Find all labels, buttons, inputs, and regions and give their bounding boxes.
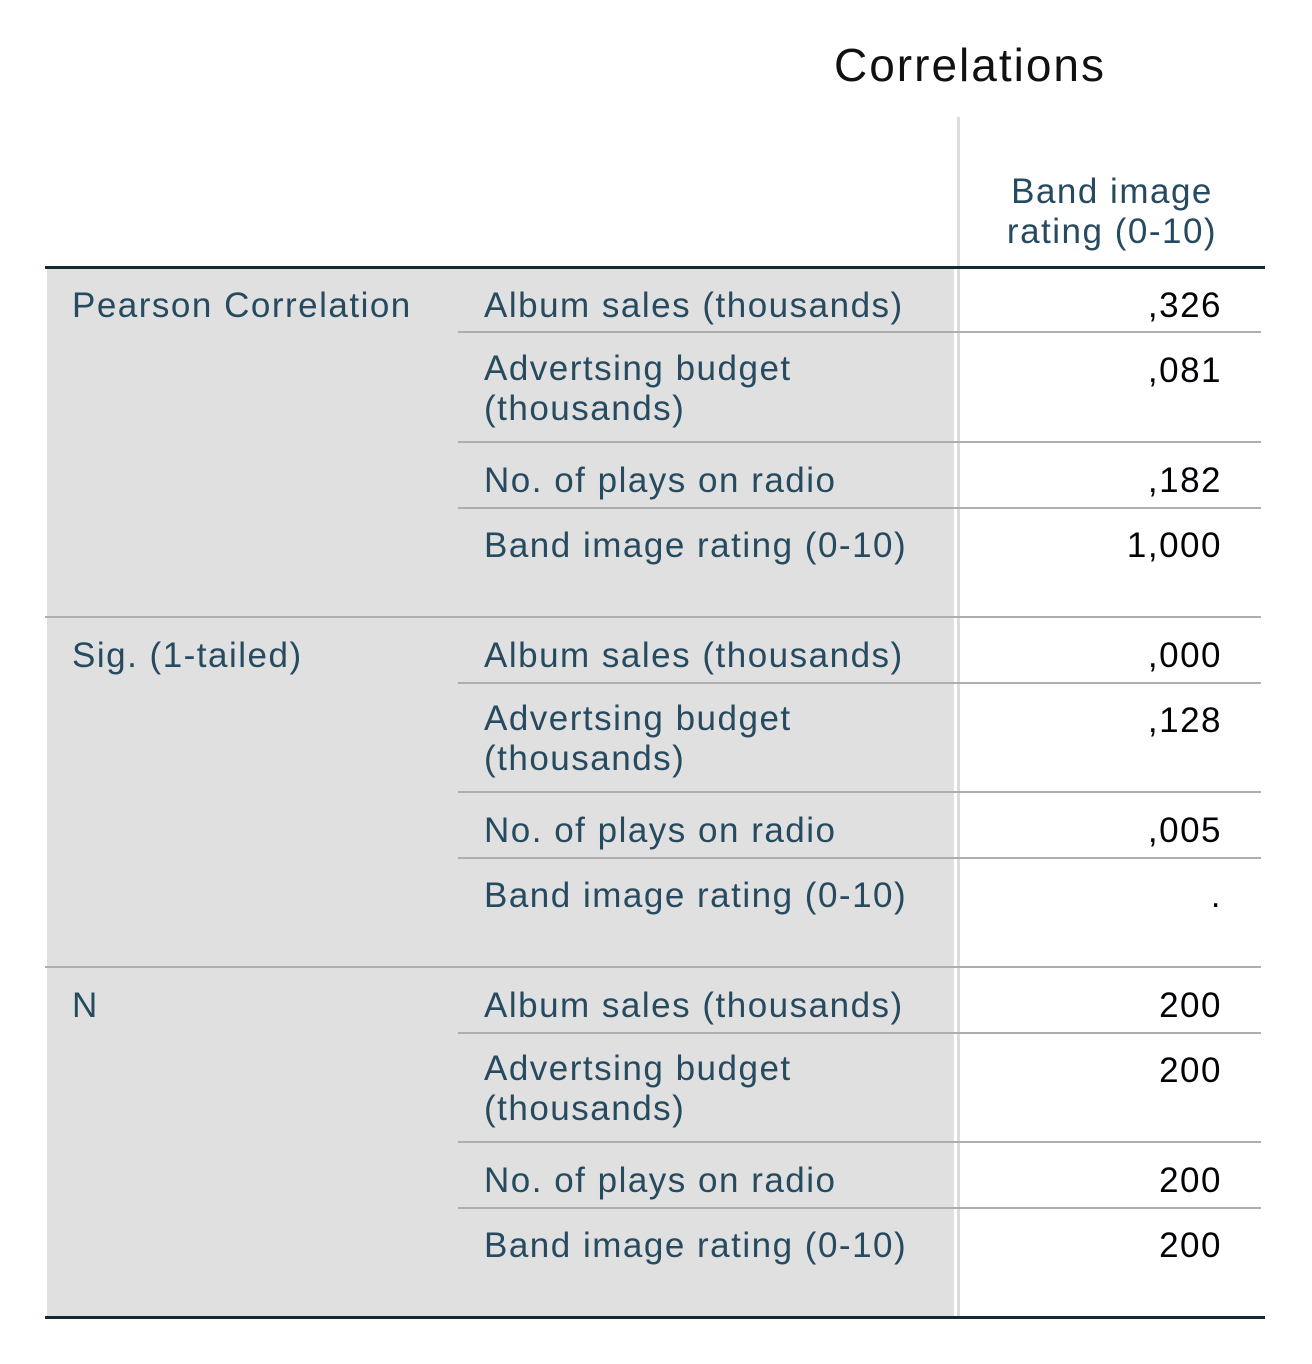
- row-divider: [458, 682, 1261, 684]
- row-label: Band image rating (0-10): [484, 876, 908, 915]
- column-divider: [957, 117, 960, 268]
- row-divider: [458, 1141, 1261, 1143]
- header-rule: [45, 266, 1265, 269]
- row-label: No. of plays on radio: [484, 461, 837, 500]
- row-label: Album sales (thousands): [484, 636, 904, 675]
- bottom-rule: [45, 1316, 1265, 1319]
- row-label: Advertsing budget (thousands): [484, 349, 792, 428]
- table-cell: 200: [1159, 1226, 1222, 1265]
- row-divider: [458, 1032, 1261, 1034]
- group-label: Pearson Correlation: [72, 286, 412, 325]
- row-divider: [458, 441, 1261, 443]
- table-cell: 200: [1159, 1161, 1222, 1200]
- row-label: No. of plays on radio: [484, 1161, 837, 1200]
- row-label: Album sales (thousands): [484, 986, 904, 1025]
- group-divider: [45, 616, 1261, 618]
- table-cell: 1,000: [1126, 526, 1222, 565]
- row-label: Advertsing budget (thousands): [484, 1049, 792, 1128]
- row-label: Band image rating (0-10): [484, 526, 908, 565]
- table-cell: 200: [1159, 1051, 1222, 1090]
- table-cell: .: [1210, 876, 1222, 915]
- row-divider: [458, 791, 1261, 793]
- group-label: N: [72, 986, 99, 1025]
- row-divider: [458, 507, 1261, 509]
- group-divider: [45, 966, 1261, 968]
- table-cell: ,182: [1147, 461, 1222, 500]
- table-cell: ,326: [1147, 286, 1222, 325]
- table-cell: ,005: [1147, 811, 1222, 850]
- table-cell: ,000: [1147, 636, 1222, 675]
- row-divider: [458, 857, 1261, 859]
- table-title: Correlations: [834, 39, 1106, 91]
- row-divider: [458, 331, 1261, 333]
- column-header: Band image rating (0-10): [1006, 172, 1218, 251]
- table-cell: ,081: [1147, 351, 1222, 390]
- group-label: Sig. (1-tailed): [72, 636, 303, 675]
- row-label: Album sales (thousands): [484, 286, 904, 325]
- row-label: Band image rating (0-10): [484, 1226, 908, 1265]
- row-label: Advertsing budget (thousands): [484, 699, 792, 778]
- table-cell: 200: [1159, 986, 1222, 1025]
- table-cell: ,128: [1147, 701, 1222, 740]
- row-label: No. of plays on radio: [484, 811, 837, 850]
- row-divider: [458, 1207, 1261, 1209]
